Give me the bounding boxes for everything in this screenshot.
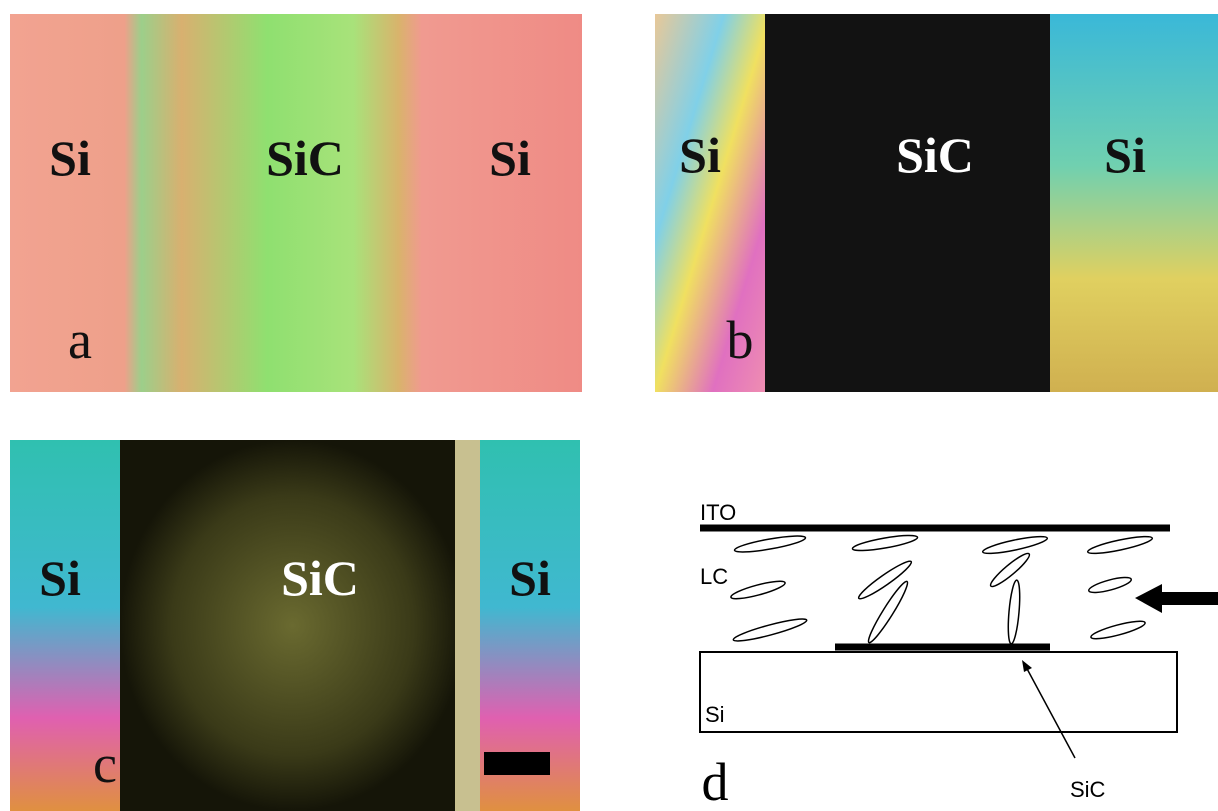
region-label: Si bbox=[49, 130, 91, 186]
sic-label: SiC bbox=[1070, 777, 1106, 802]
panel-a: Si SiC Si a bbox=[10, 14, 582, 392]
region-label: Si bbox=[679, 127, 721, 183]
lc-molecules bbox=[730, 532, 1154, 645]
scale-bar bbox=[484, 752, 550, 775]
panel-label: d bbox=[702, 752, 729, 811]
panel-d: ITO LC Si SiC d bbox=[700, 500, 1218, 811]
panel-c: Si SiC Si c bbox=[10, 440, 580, 811]
region-label: SiC bbox=[281, 550, 359, 606]
si-substrate bbox=[700, 652, 1177, 732]
figure: Si SiC Si a Si SiC Si b Si SiC Si c ITO … bbox=[0, 0, 1218, 811]
pointer-line bbox=[1025, 665, 1075, 758]
region-label: SiC bbox=[266, 130, 344, 186]
region-label: Si bbox=[39, 550, 81, 606]
pointer-head bbox=[1022, 660, 1032, 672]
region-label: Si bbox=[1104, 127, 1146, 183]
region-label: SiC bbox=[896, 127, 974, 183]
micrograph bbox=[1050, 14, 1218, 392]
si-label: Si bbox=[705, 702, 725, 727]
panel-label: a bbox=[68, 310, 92, 370]
micrograph bbox=[120, 440, 465, 811]
panel-b: Si SiC Si b bbox=[655, 14, 1218, 392]
ito-label: ITO bbox=[700, 500, 736, 525]
region-label: Si bbox=[509, 550, 551, 606]
panel-label: c bbox=[93, 734, 117, 794]
region-label: Si bbox=[489, 130, 531, 186]
micrograph bbox=[765, 14, 1055, 392]
panel-label: b bbox=[727, 310, 754, 370]
micrograph bbox=[10, 14, 582, 392]
light-arrow bbox=[1135, 584, 1218, 613]
lc-label: LC bbox=[700, 564, 728, 589]
micrograph bbox=[455, 440, 480, 811]
